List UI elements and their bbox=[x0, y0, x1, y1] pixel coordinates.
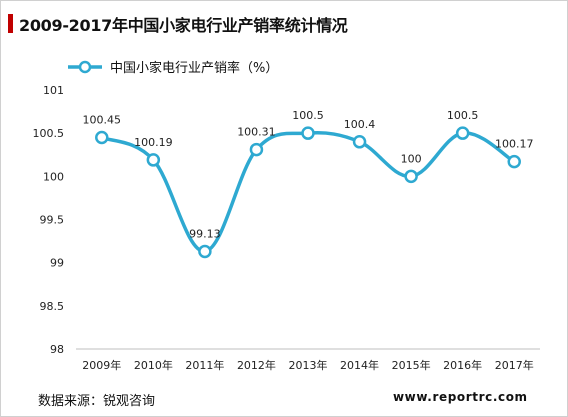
y-tick-label: 98 bbox=[50, 343, 64, 356]
data-point-marker bbox=[352, 135, 367, 149]
x-tick-label: 2011年 bbox=[185, 358, 224, 372]
data-point-marker bbox=[455, 126, 470, 140]
data-label: 100 bbox=[401, 152, 422, 165]
data-label: 100.5 bbox=[292, 109, 324, 122]
x-tick-label: 2012年 bbox=[237, 358, 276, 372]
data-label: 99.13 bbox=[189, 227, 221, 240]
y-tick-label: 99 bbox=[50, 257, 64, 270]
data-point-marker bbox=[95, 130, 109, 145]
x-tick-label: 2015年 bbox=[392, 358, 431, 372]
x-tick-label: 2014年 bbox=[340, 358, 379, 372]
chart-title: 2009-2017年中国小家电行业产销率统计情况 bbox=[19, 16, 348, 35]
data-label: 100.4 bbox=[344, 118, 376, 131]
data-point-marker bbox=[146, 153, 161, 167]
series-line bbox=[100, 131, 516, 254]
data-point-marker bbox=[249, 142, 264, 157]
data-point-marker bbox=[301, 126, 315, 140]
data-label: 100.19 bbox=[134, 136, 173, 149]
x-tick-label: 2010年 bbox=[134, 358, 173, 372]
x-tick-label: 2013年 bbox=[289, 358, 328, 372]
data-label: 100.17 bbox=[495, 138, 534, 151]
y-tick-label: 99.5 bbox=[40, 214, 65, 227]
x-tick-label: 2017年 bbox=[495, 358, 534, 372]
data-label: 100.5 bbox=[447, 109, 479, 122]
data-label: 100.31 bbox=[237, 126, 276, 139]
legend-label: 中国小家电行业产销率（%） bbox=[110, 60, 278, 76]
x-tick-label: 2016年 bbox=[443, 358, 482, 372]
y-tick-label: 98.5 bbox=[40, 300, 65, 313]
legend-marker-swatch bbox=[78, 60, 92, 74]
data-point-marker bbox=[507, 154, 521, 169]
title-accent-bar bbox=[8, 14, 13, 33]
website-url: www.reportrc.com bbox=[393, 390, 528, 404]
data-source-note: 数据来源：锐观咨询 bbox=[38, 394, 156, 409]
data-point-marker bbox=[404, 169, 418, 184]
data-point-marker bbox=[198, 244, 212, 259]
x-tick-label: 2009年 bbox=[82, 358, 121, 372]
y-tick-label: 100 bbox=[43, 170, 64, 183]
data-label: 100.45 bbox=[83, 113, 122, 126]
y-tick-label: 100.5 bbox=[33, 127, 65, 140]
y-tick-label: 101 bbox=[43, 84, 64, 97]
